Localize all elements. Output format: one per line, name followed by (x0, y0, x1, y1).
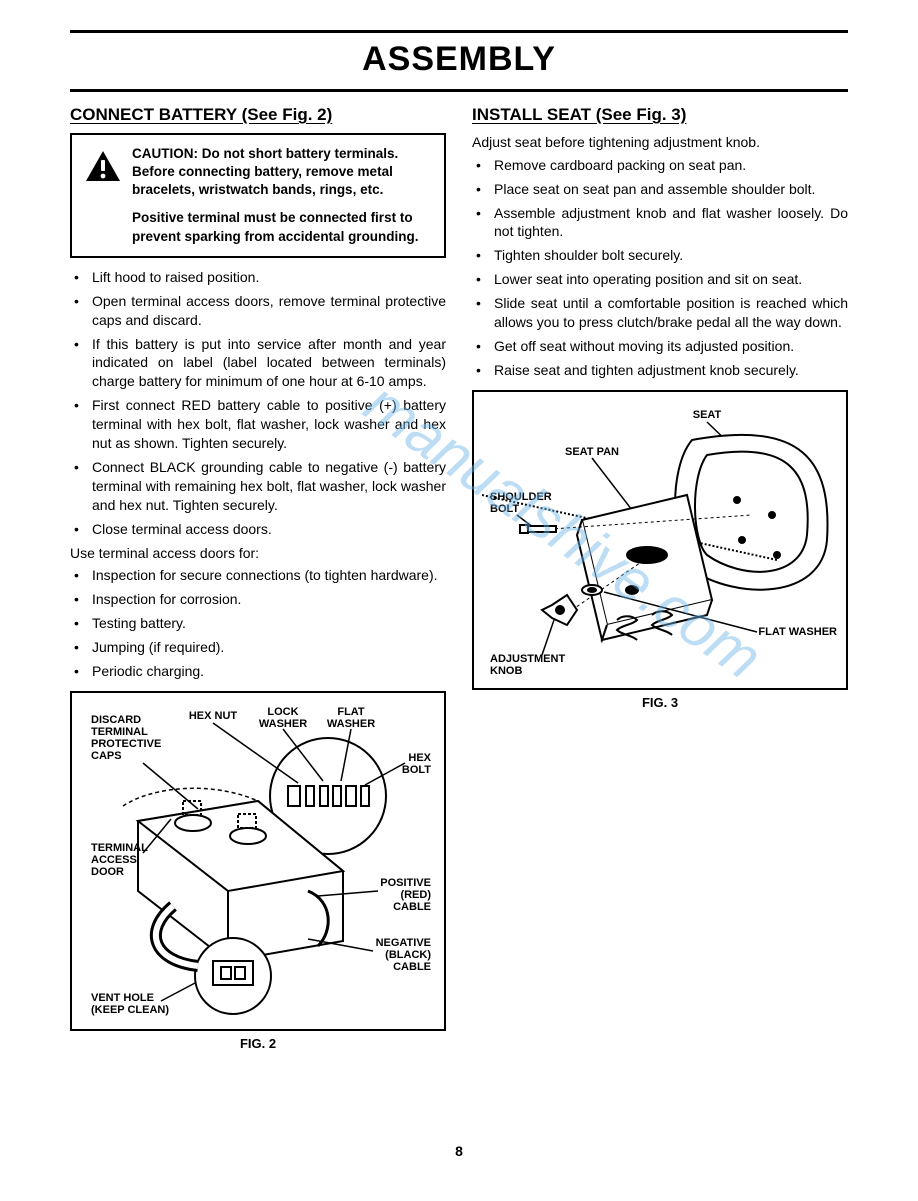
right-heading: INSTALL SEAT (See Fig. 3) (472, 104, 848, 127)
figure-2-box: DISCARDTERMINALPROTECTIVECAPS HEX NUT LO… (70, 691, 446, 1031)
fig3-label-shoulderbolt: SHOULDERBOLT (490, 491, 552, 515)
fig2-caption: FIG. 2 (70, 1035, 446, 1053)
figure-2-svg: DISCARDTERMINALPROTECTIVECAPS HEX NUT LO… (83, 701, 433, 1021)
right-intro: Adjust seat before tightening adjustment… (472, 133, 848, 152)
fig2-label-hexbolt: HEXBOLT (402, 752, 432, 776)
list-item: Place seat on seat pan and assemble shou… (472, 180, 848, 199)
fig3-label-adjknob: ADJUSTMENTKNOB (490, 653, 565, 677)
page-title: ASSEMBLY (70, 33, 848, 89)
fig2-label-hexnut: HEX NUT (189, 710, 238, 722)
fig2-label-flatwasher: FLATWASHER (327, 706, 375, 730)
list-item: Open terminal access doors, remove termi… (70, 292, 446, 330)
list-item: Periodic charging. (70, 662, 446, 681)
list-item: If this battery is put into service afte… (70, 335, 446, 392)
left-heading: CONNECT BATTERY (See Fig. 2) (70, 104, 446, 127)
list-item: Close terminal access doors. (70, 520, 446, 539)
fig3-label-seat: SEAT (693, 409, 722, 421)
list-item: Raise seat and tighten adjustment knob s… (472, 361, 848, 380)
list-item: Tighten shoulder bolt securely. (472, 246, 848, 265)
right-column: INSTALL SEAT (See Fig. 3) Adjust seat be… (472, 104, 848, 1053)
warning-icon (84, 149, 122, 188)
caution-p2: Positive terminal must be connected firs… (132, 209, 432, 245)
list-item: Lift hood to raised position. (70, 268, 446, 287)
fig3-caption: FIG. 3 (472, 694, 848, 712)
list-item: Inspection for secure connections (to ti… (70, 566, 446, 585)
figure-3-box: SEAT SEAT PAN (472, 390, 848, 690)
fig2-label-venthole: VENT HOLE(KEEP CLEAN) (91, 992, 169, 1016)
list-item: Remove cardboard packing on seat pan. (472, 156, 848, 175)
fig2-label-discard: DISCARDTERMINALPROTECTIVECAPS (91, 714, 161, 762)
fig3-label-flatwasher: FLAT WASHER (758, 626, 837, 638)
left-bullets-1: Lift hood to raised position. Open termi… (70, 268, 446, 539)
figure-3-svg: SEAT SEAT PAN (482, 400, 842, 680)
list-item: Jumping (if required). (70, 638, 446, 657)
list-item: First connect RED battery cable to posit… (70, 396, 446, 453)
list-item: Assemble adjustment knob and flat washer… (472, 204, 848, 242)
list-item: Connect BLACK grounding cable to negativ… (70, 458, 446, 515)
caution-text: CAUTION: Do not short battery terminals.… (132, 145, 432, 246)
title-rule (70, 89, 848, 92)
right-bullets: Remove cardboard packing on seat pan. Pl… (472, 156, 848, 380)
fig2-label-lockwasher: LOCKWASHER (259, 706, 307, 730)
fig2-label-negative: NEGATIVE(BLACK)CABLE (376, 937, 432, 973)
fig3-label-seatpan: SEAT PAN (565, 446, 619, 458)
fig2-label-positive: POSITIVE(RED)CABLE (380, 877, 431, 913)
list-item: Inspection for corrosion. (70, 590, 446, 609)
caution-box: CAUTION: Do not short battery terminals.… (70, 133, 446, 258)
caution-p1: CAUTION: Do not short battery terminals.… (132, 145, 432, 200)
list-item: Lower seat into operating position and s… (472, 270, 848, 289)
list-item: Get off seat without moving its adjusted… (472, 337, 848, 356)
left-column: CONNECT BATTERY (See Fig. 2) CAUTION: Do… (70, 104, 446, 1053)
left-bullets-2: Inspection for secure connections (to ti… (70, 566, 446, 680)
list-item: Slide seat until a comfortable position … (472, 294, 848, 332)
left-subline: Use terminal access doors for: (70, 544, 446, 563)
list-item: Testing battery. (70, 614, 446, 633)
page-number: 8 (70, 1142, 848, 1161)
